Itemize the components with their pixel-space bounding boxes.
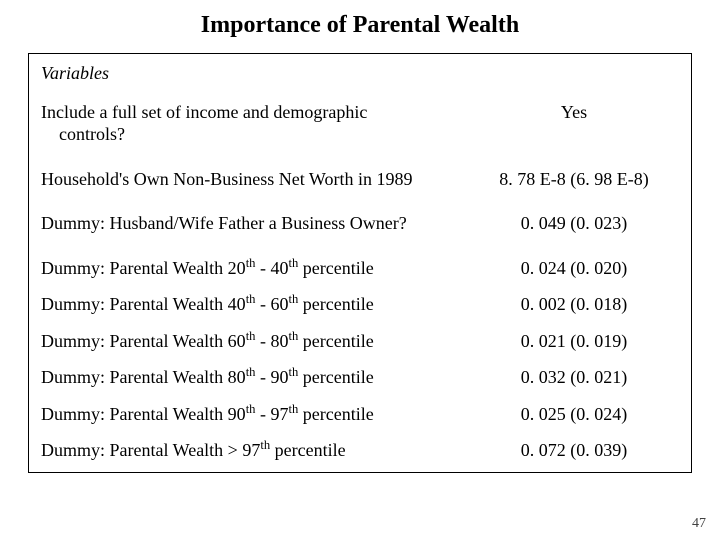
row-value: Yes [469,101,679,124]
table-row: Dummy: Parental Wealth 40th - 60th perce… [29,293,691,316]
table-header-label: Variables [41,62,469,85]
row-value: 0. 002 (0. 018) [469,293,679,316]
table-row: Dummy: Husband/Wife Father a Business Ow… [29,212,691,235]
row-value: 0. 072 (0. 039) [469,439,679,462]
row-label: Dummy: Parental Wealth 90th - 97th perce… [41,403,469,426]
row-value: 0. 021 (0. 019) [469,330,679,353]
row-label: Dummy: Parental Wealth 20th - 40th perce… [41,257,469,280]
row-value: 0. 024 (0. 020) [469,257,679,280]
row-label: Dummy: Husband/Wife Father a Business Ow… [41,212,469,235]
variables-table: Variables Include a full set of income a… [28,53,692,473]
row-value: 8. 78 E-8 (6. 98 E-8) [469,168,679,191]
table-row: Dummy: Parental Wealth 60th - 80th perce… [29,330,691,353]
row-label: Dummy: Parental Wealth 60th - 80th perce… [41,330,469,353]
row-label: Include a full set of income and demogra… [41,101,469,146]
row-label: Household's Own Non-Business Net Worth i… [41,168,469,191]
table-row: Dummy: Parental Wealth 20th - 40th perce… [29,257,691,280]
row-label: Dummy: Parental Wealth 40th - 60th perce… [41,293,469,316]
table-row: Household's Own Non-Business Net Worth i… [29,168,691,191]
row-value: 0. 032 (0. 021) [469,366,679,389]
table-row: Dummy: Parental Wealth 90th - 97th perce… [29,403,691,426]
row-label: Dummy: Parental Wealth 80th - 90th perce… [41,366,469,389]
row-label: Dummy: Parental Wealth > 97th percentile [41,439,469,462]
table-row: Dummy: Parental Wealth 80th - 90th perce… [29,366,691,389]
slide-title: Importance of Parental Wealth [0,0,720,53]
table-row: Include a full set of income and demogra… [29,101,691,146]
row-value: 0. 025 (0. 024) [469,403,679,426]
table-header-row: Variables [29,62,691,85]
page-number: 47 [692,516,706,532]
row-value: 0. 049 (0. 023) [469,212,679,235]
table-row: Dummy: Parental Wealth > 97th percentile… [29,439,691,462]
slide: Importance of Parental Wealth Variables … [0,0,720,540]
